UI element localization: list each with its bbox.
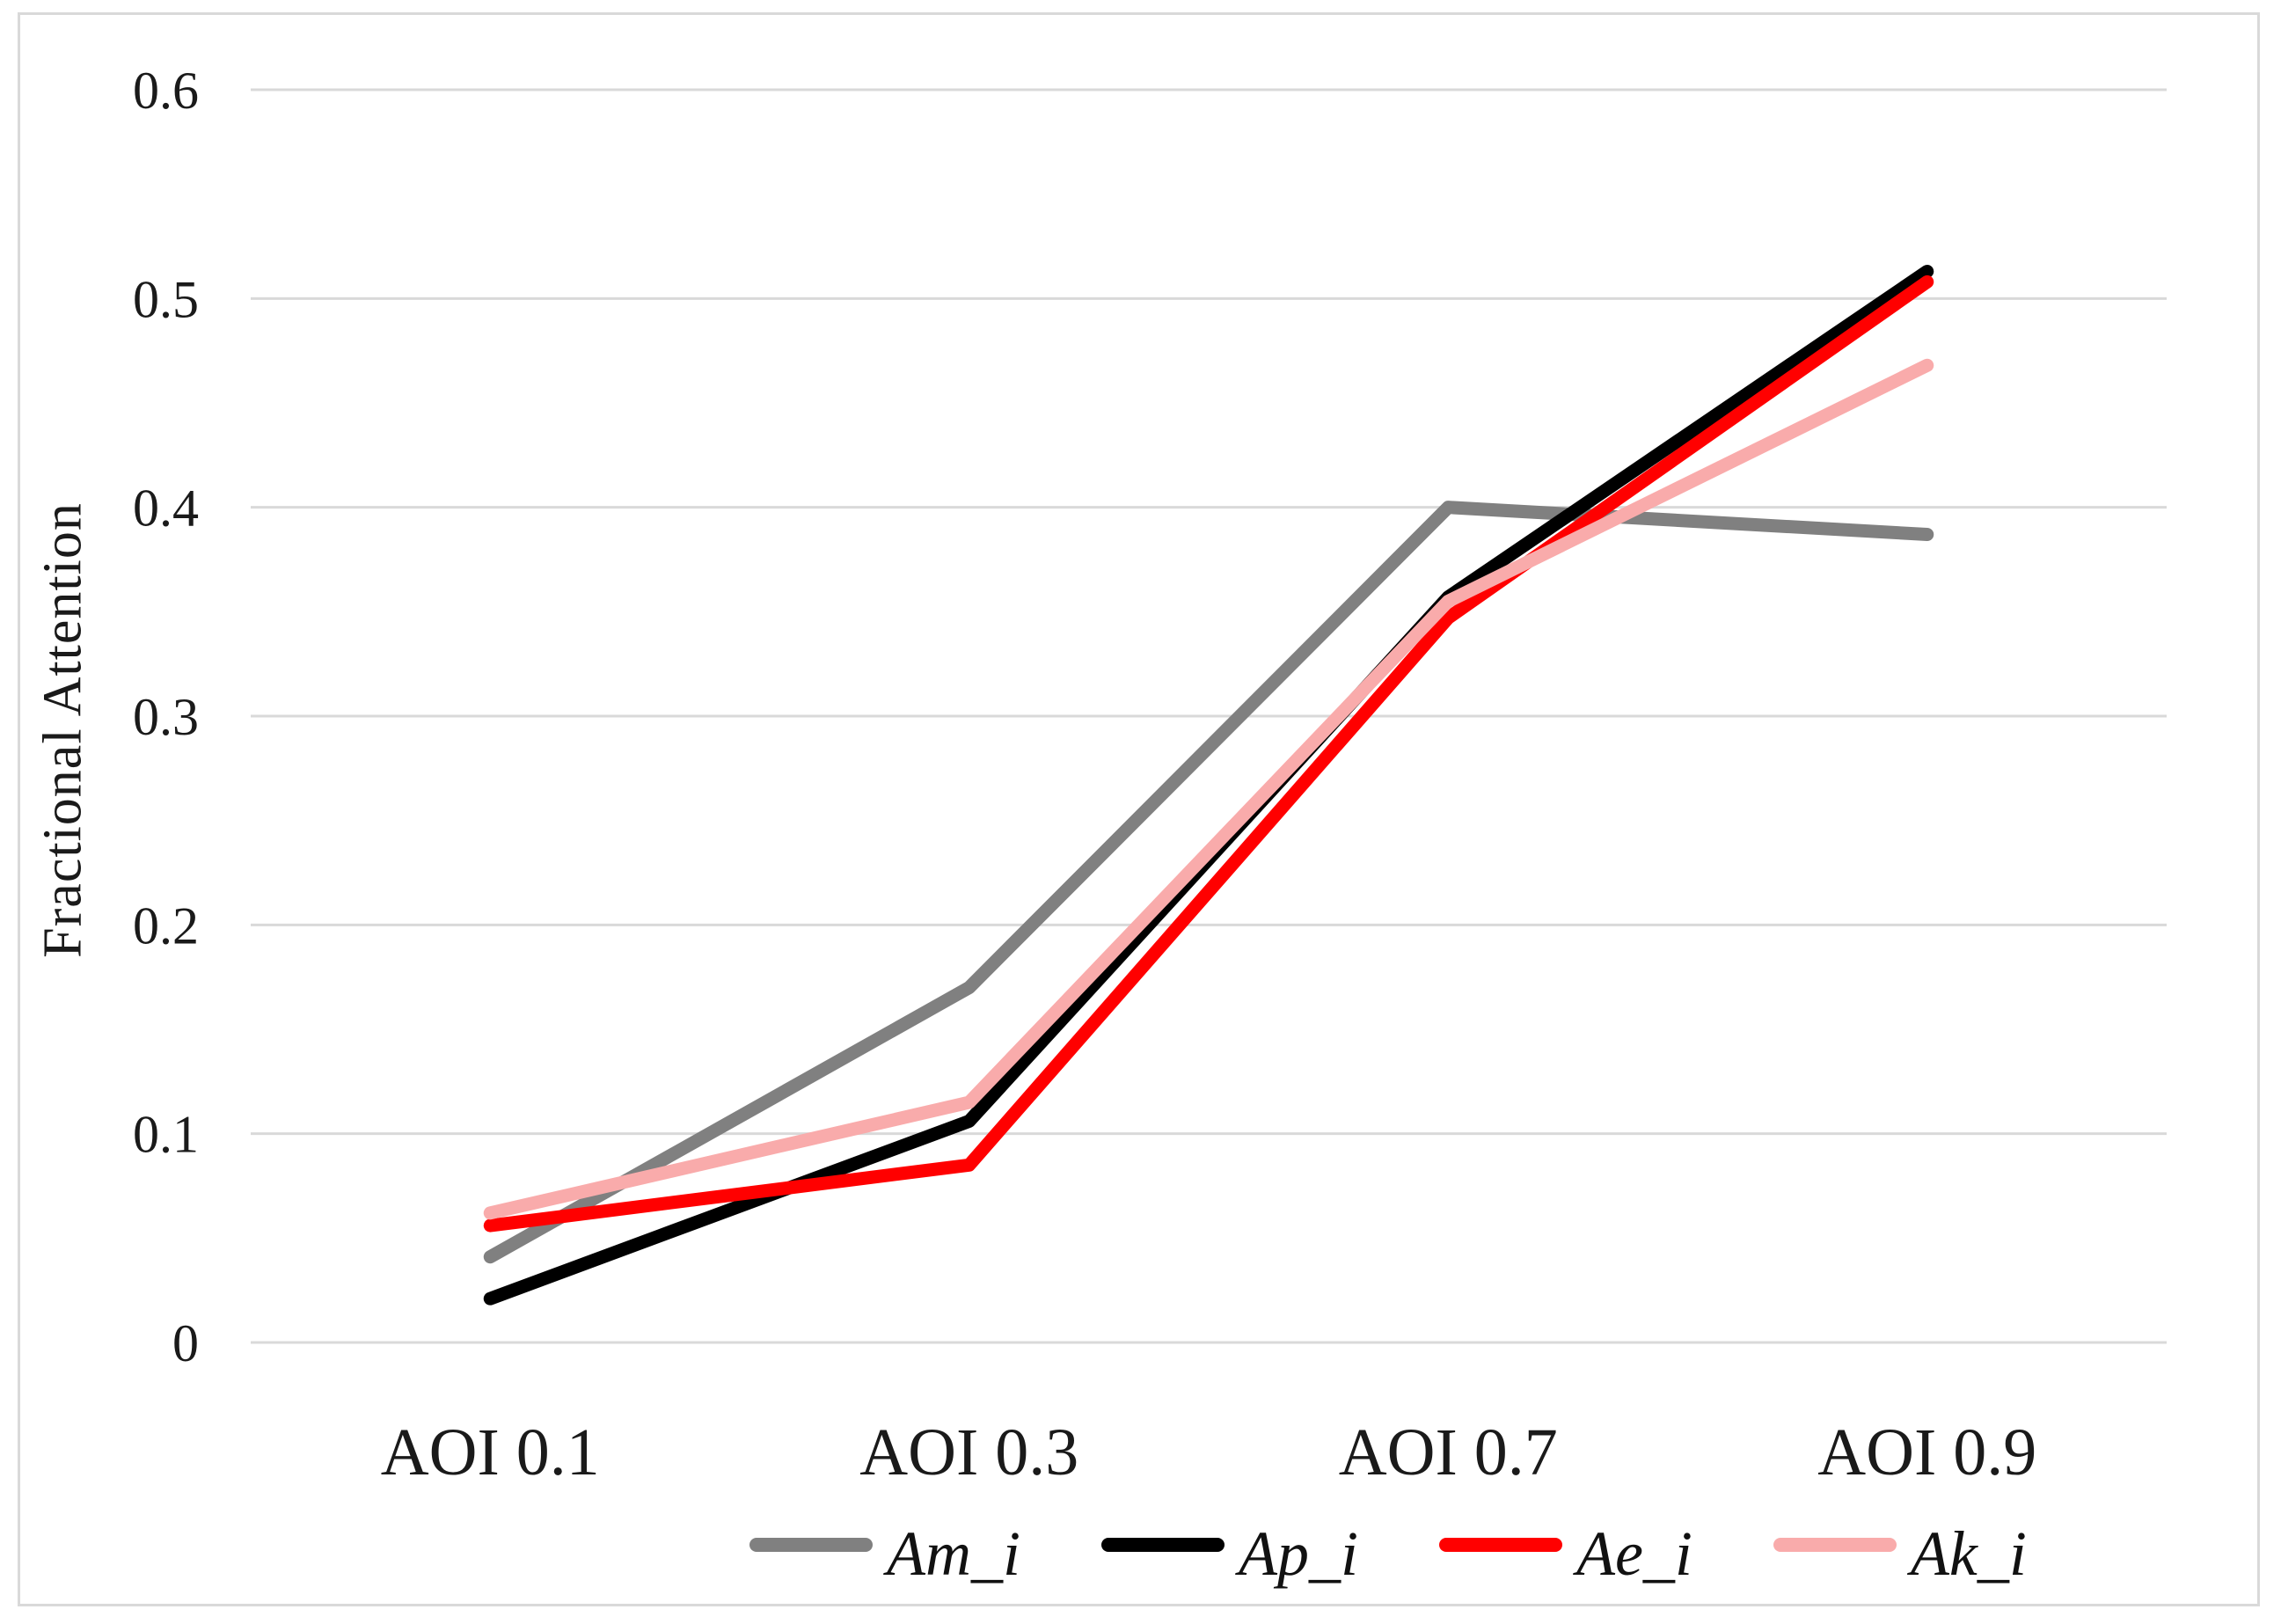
legend-swatch-ap bbox=[1100, 1538, 1225, 1552]
legend-label-am: Am_i bbox=[887, 1518, 1020, 1589]
x-category-label: AOI 0.3 bbox=[859, 1416, 1078, 1489]
y-tick-label: 0.4 bbox=[133, 479, 199, 538]
legend-swatch-ae bbox=[1438, 1538, 1562, 1552]
series-line-Am_i bbox=[483, 501, 1934, 1264]
y-tick-label: 0.5 bbox=[133, 270, 199, 328]
legend-label-ak: Ak_i bbox=[1910, 1518, 2027, 1589]
legend-swatch-am bbox=[749, 1538, 873, 1552]
y-tick-label: 0.6 bbox=[133, 62, 199, 120]
data-series-lines bbox=[483, 264, 1934, 1306]
x-category-label: AOI 0.1 bbox=[381, 1416, 600, 1489]
series-line-Ak_i bbox=[483, 358, 1934, 1220]
legend-item-ak: Ak_i bbox=[1773, 1518, 2027, 1591]
y-tick-label: 0.3 bbox=[133, 688, 199, 746]
x-category-label: AOI 0.9 bbox=[1817, 1416, 2036, 1489]
y-tick-label: 0.2 bbox=[133, 896, 199, 955]
y-tick-label: 0 bbox=[172, 1314, 199, 1372]
y-axis-title: Fractional Attention bbox=[33, 502, 93, 958]
y-tick-label: 0.1 bbox=[133, 1106, 199, 1164]
legend-item-am: Am_i bbox=[749, 1518, 1020, 1591]
x-category-label: AOI 0.7 bbox=[1339, 1416, 1558, 1489]
legend-swatch-ak bbox=[1773, 1538, 1897, 1552]
y-axis-tick-labels: 0 0.1 0.2 0.3 0.4 0.5 0.6 bbox=[133, 62, 199, 1372]
gridlines bbox=[251, 88, 2167, 1344]
series-line-Ae_i bbox=[483, 274, 1934, 1233]
legend: Am_i Ap_i Ae_i Ak_i bbox=[749, 1501, 2027, 1606]
legend-item-ap: Ap_i bbox=[1100, 1518, 1358, 1591]
legend-item-ae: Ae_i bbox=[1438, 1518, 1692, 1591]
legend-label-ae: Ae_i bbox=[1575, 1518, 1692, 1589]
legend-label-ap: Ap_i bbox=[1238, 1518, 1358, 1589]
x-axis-category-labels: AOI 0.1 AOI 0.3 AOI 0.7 AOI 0.9 bbox=[381, 1416, 2037, 1489]
